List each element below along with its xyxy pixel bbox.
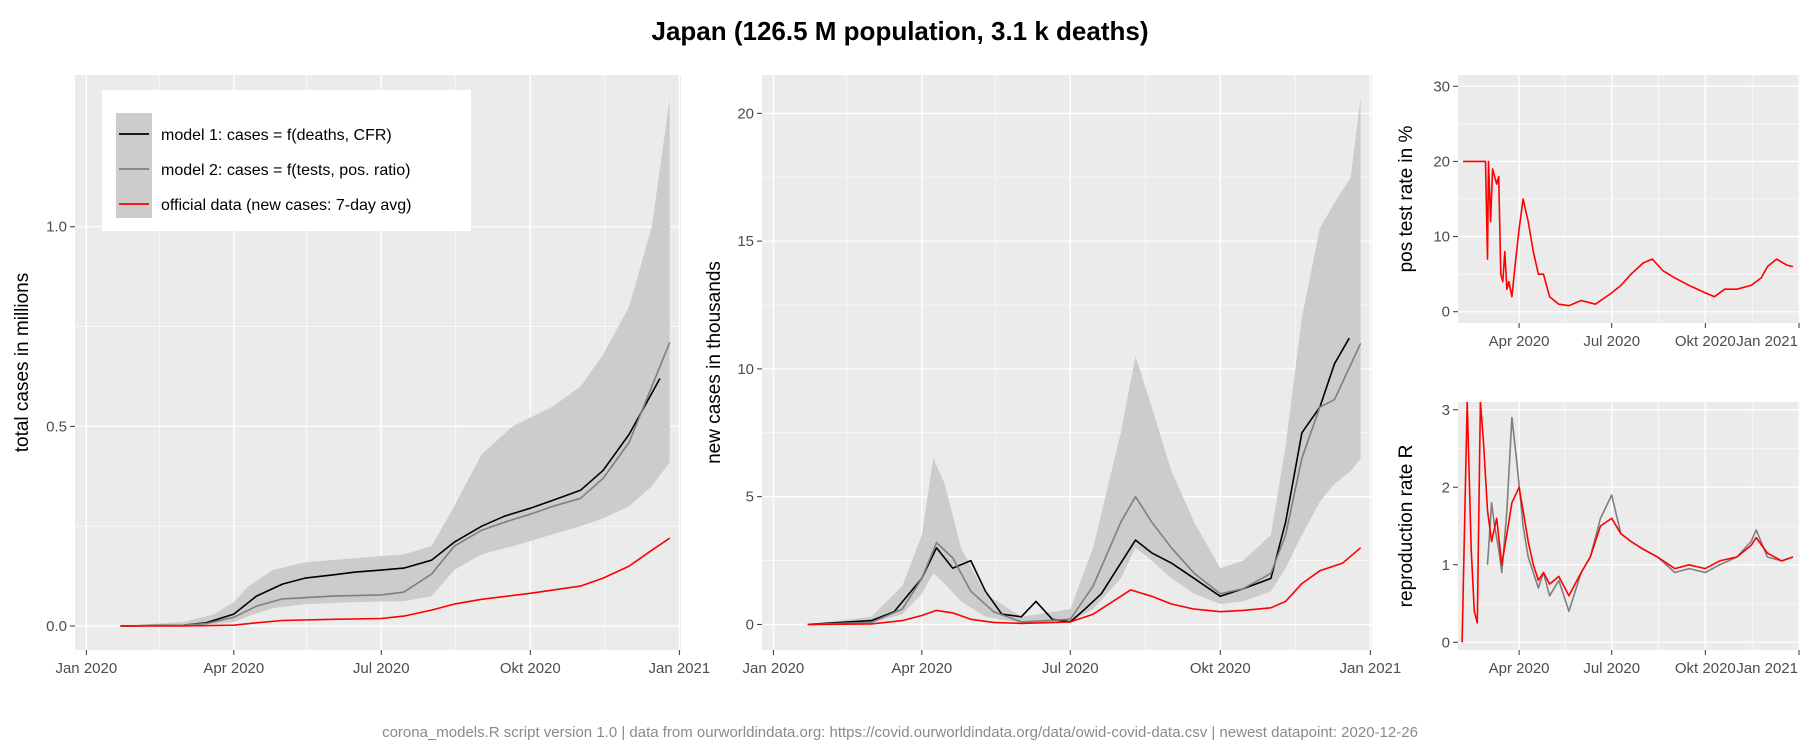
x-tick-label: Jul 2020 bbox=[1583, 660, 1640, 677]
source-caption: corona_models.R script version 1.0 | dat… bbox=[382, 724, 1418, 741]
confidence-band bbox=[807, 98, 1361, 625]
plot-area bbox=[1463, 160, 1794, 307]
x-tick-label: Okt 2020 bbox=[500, 660, 561, 677]
y-tick-label: 3 bbox=[1442, 402, 1450, 419]
chart-panel-total: 0.0 0.5 1.0 Jan 2020 Apr 2020 Jul 2020 Okt 202… bbox=[12, 75, 710, 677]
x-tick-label: Jan 2021 bbox=[1736, 660, 1798, 677]
y-tick-label: 20 bbox=[737, 105, 754, 122]
series-line-model2 bbox=[120, 342, 671, 627]
x-tick-label: Okt 2020 bbox=[1190, 660, 1251, 677]
x-tick-label: Jul 2020 bbox=[1042, 660, 1099, 677]
x-tick-label: Jan 2020 bbox=[743, 660, 805, 677]
y-tick-label: 10 bbox=[1433, 229, 1450, 246]
chart-panel-pos: 0 10 20 30 Apr 2020 Jul 2020 Okt 2020 Jan 2021 p… bbox=[1396, 75, 1800, 350]
series-line-official bbox=[807, 547, 1362, 626]
y-tick-label: 15 bbox=[737, 233, 754, 250]
x-tick-label: Jul 2020 bbox=[1583, 333, 1640, 350]
y-tick-label: 0.5 bbox=[46, 418, 67, 435]
x-tick-label: Apr 2020 bbox=[203, 660, 264, 677]
plot-area bbox=[807, 98, 1362, 626]
chart-title: Japan (126.5 M population, 3.1 k deaths) bbox=[651, 16, 1149, 46]
chart-panel-new: 0 5 10 15 20 Jan 2020 Apr 2020 Jul 2020 Okt 2020… bbox=[704, 75, 1401, 677]
x-tick-label: Jan 2021 bbox=[1736, 333, 1798, 350]
x-tick-label: Apr 2020 bbox=[891, 660, 952, 677]
series-line-model1 bbox=[120, 378, 661, 627]
y-tick-label: 0 bbox=[1442, 304, 1450, 321]
y-tick-label: 1 bbox=[1442, 557, 1450, 574]
legend-key-band bbox=[116, 113, 152, 218]
legend-label: model 2: cases = f(tests, pos. ratio) bbox=[161, 162, 410, 179]
x-tick-label: Jul 2020 bbox=[353, 660, 410, 677]
series-line-official bbox=[1463, 160, 1794, 307]
y-axis-label: new cases in thousands bbox=[704, 261, 725, 464]
x-tick-label: Jan 2021 bbox=[649, 660, 711, 677]
y-tick-label: 0 bbox=[746, 616, 754, 633]
y-axis-label: pos test rate in % bbox=[1396, 125, 1417, 272]
series-line-model1 bbox=[807, 337, 1350, 626]
chart-panel-repr: 0 1 2 3 Apr 2020 Jul 2020 Okt 2020 Jan 2021 repr… bbox=[1396, 402, 1800, 677]
series-line-model2 bbox=[807, 342, 1362, 626]
series-line-official bbox=[120, 537, 671, 627]
legend: model 1: cases = f(deaths, CFR) model 2: … bbox=[102, 90, 471, 231]
plot-area bbox=[1461, 402, 1794, 643]
y-tick-label: 30 bbox=[1433, 78, 1450, 95]
legend-label: official data (new cases: 7-day avg) bbox=[161, 197, 412, 214]
y-tick-label: 20 bbox=[1433, 153, 1450, 170]
x-tick-label: Jan 2020 bbox=[55, 660, 117, 677]
y-axis-label: total cases in millions bbox=[12, 273, 33, 453]
y-tick-label: 2 bbox=[1442, 479, 1450, 496]
y-tick-label: 10 bbox=[737, 361, 754, 378]
series-line-official bbox=[1461, 402, 1794, 643]
legend-label: model 1: cases = f(deaths, CFR) bbox=[161, 127, 392, 144]
plot-area bbox=[120, 99, 671, 627]
x-tick-label: Apr 2020 bbox=[1489, 333, 1550, 350]
x-tick-label: Okt 2020 bbox=[1675, 660, 1736, 677]
y-axis-label: reproduction rate R bbox=[1396, 445, 1417, 608]
confidence-band bbox=[120, 99, 670, 626]
x-tick-label: Okt 2020 bbox=[1675, 333, 1736, 350]
y-tick-label: 0 bbox=[1442, 634, 1450, 651]
y-tick-label: 5 bbox=[746, 489, 754, 506]
y-tick-label: 0.0 bbox=[46, 618, 67, 635]
x-tick-label: Jan 2021 bbox=[1340, 660, 1402, 677]
y-tick-label: 1.0 bbox=[46, 219, 67, 236]
x-tick-label: Apr 2020 bbox=[1489, 660, 1550, 677]
legend-box bbox=[102, 90, 471, 231]
